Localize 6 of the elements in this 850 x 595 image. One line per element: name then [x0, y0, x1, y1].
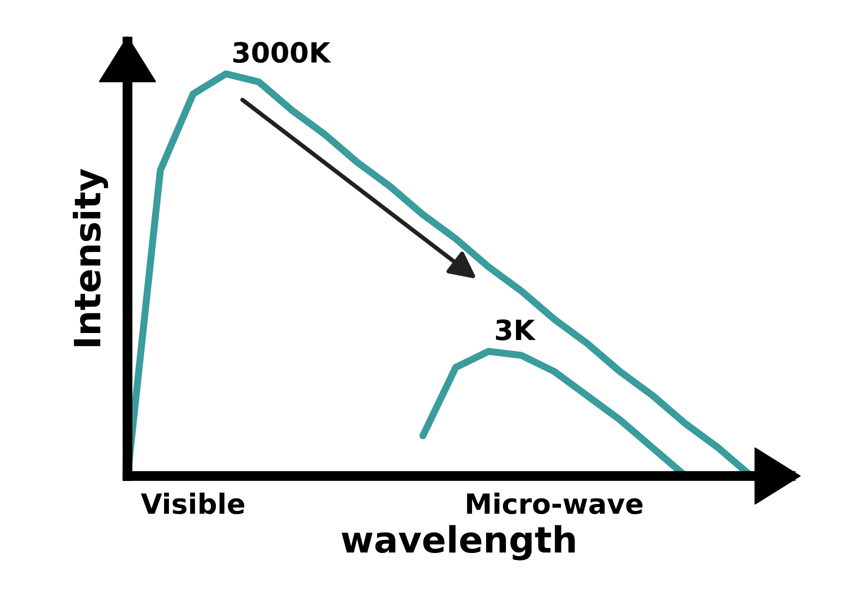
x-tick-label: Visible	[140, 492, 244, 514]
series-label: 3K	[496, 319, 536, 340]
series-label: 3000K	[233, 42, 332, 63]
x-tick-label: Micro-wave	[467, 492, 642, 514]
x-axis-title: wavelength	[342, 525, 575, 560]
y-axis-title: Intensity	[72, 168, 108, 346]
